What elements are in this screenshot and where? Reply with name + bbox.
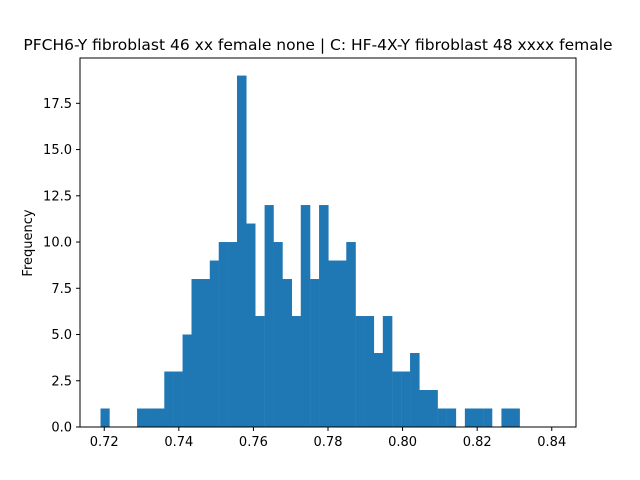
histogram-bar bbox=[373, 353, 384, 427]
histogram-bar bbox=[182, 334, 192, 427]
plot-frame bbox=[79, 57, 577, 428]
histogram-bar bbox=[255, 316, 265, 427]
histogram-bar bbox=[264, 205, 274, 427]
histogram-bar bbox=[328, 260, 338, 427]
histogram-bar bbox=[437, 408, 447, 427]
bars-group bbox=[100, 75, 520, 428]
histogram-bar bbox=[319, 205, 329, 427]
histogram-bar bbox=[401, 371, 411, 427]
histogram-bar bbox=[501, 408, 511, 427]
histogram-bar bbox=[164, 371, 174, 427]
histogram-bar bbox=[100, 408, 110, 427]
histogram-bar bbox=[228, 242, 238, 427]
x-tick-label: 0.82 bbox=[463, 435, 492, 450]
histogram-bar bbox=[310, 279, 320, 427]
histogram-bar bbox=[273, 242, 283, 427]
histogram-bar bbox=[473, 408, 484, 427]
histogram-bar bbox=[218, 242, 229, 427]
histogram-bar bbox=[464, 408, 475, 427]
histogram-bar bbox=[200, 279, 210, 427]
histogram-bar bbox=[337, 260, 347, 427]
histogram-bar bbox=[191, 279, 202, 427]
histogram-bar bbox=[237, 75, 247, 428]
histogram-bar bbox=[137, 408, 147, 427]
histogram-bar bbox=[173, 371, 183, 427]
histogram-bar bbox=[246, 223, 256, 427]
x-tick-label: 0.84 bbox=[537, 435, 566, 450]
histogram-bar bbox=[154, 408, 165, 427]
x-tick-label: 0.78 bbox=[314, 435, 343, 450]
histogram-bar bbox=[483, 408, 493, 427]
histogram-bar bbox=[419, 390, 429, 427]
histogram-bar bbox=[146, 408, 156, 427]
histogram-bar bbox=[410, 353, 420, 427]
x-tick-label: 0.80 bbox=[388, 435, 417, 450]
histogram-bar bbox=[355, 316, 365, 427]
y-tick-label: 15.0 bbox=[43, 143, 72, 158]
y-tick-label: 10.0 bbox=[43, 236, 72, 251]
histogram-bar bbox=[446, 408, 457, 427]
x-tick-label: 0.74 bbox=[164, 435, 193, 450]
y-axis-ticks: 0.0 2.5 5.0 7.5 10.0 12.5 15.0 17.5 bbox=[43, 97, 80, 436]
histogram-bar bbox=[282, 279, 293, 427]
y-tick-label: 0.0 bbox=[51, 421, 72, 436]
y-tick-label: 2.5 bbox=[51, 374, 72, 389]
y-tick-label: 7.5 bbox=[51, 282, 72, 297]
histogram-bar bbox=[300, 205, 311, 427]
y-tick-label: 12.5 bbox=[43, 189, 72, 204]
x-tick-label: 0.76 bbox=[239, 435, 268, 450]
x-tick-label: 0.72 bbox=[90, 435, 119, 450]
histogram-bar bbox=[510, 408, 520, 427]
histogram-bar bbox=[382, 316, 393, 427]
y-axis-label: Frequency bbox=[21, 209, 36, 276]
x-axis-ticks: 0.72 0.74 0.76 0.78 0.80 0.82 0.84 bbox=[90, 427, 566, 450]
y-tick-label: 5.0 bbox=[51, 328, 72, 343]
histogram-bar bbox=[364, 316, 375, 427]
chart-title: PFCH6-Y fibroblast 46 xx female none | C… bbox=[23, 36, 612, 54]
histogram-bar bbox=[346, 242, 356, 427]
histogram-bar bbox=[428, 390, 438, 427]
y-tick-label: 17.5 bbox=[43, 97, 72, 112]
histogram-bar bbox=[291, 316, 301, 427]
histogram-bar bbox=[392, 371, 402, 427]
histogram-bar bbox=[209, 260, 219, 427]
